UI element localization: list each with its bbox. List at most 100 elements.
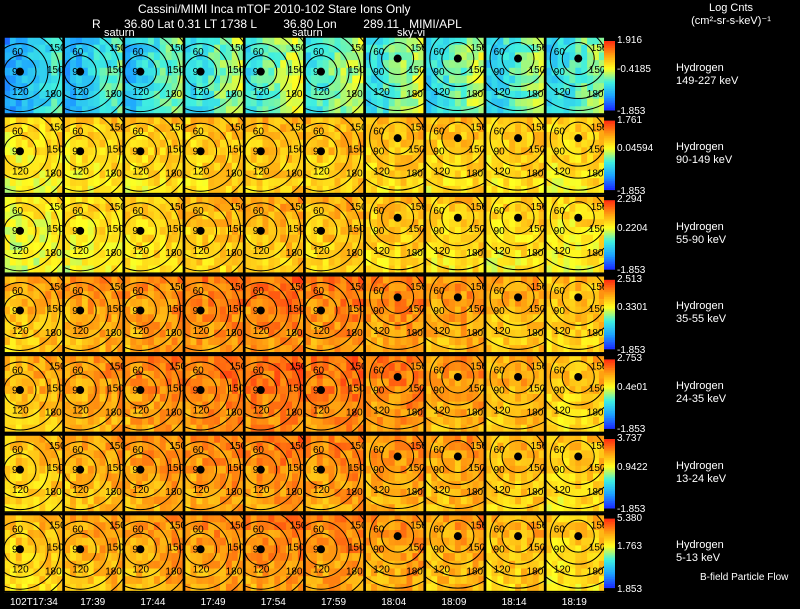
- pixel: [87, 298, 95, 308]
- pixel: [365, 234, 372, 243]
- pixel: [15, 139, 23, 148]
- pixel: [111, 393, 118, 403]
- pixel: [93, 314, 101, 323]
- pixel: [105, 257, 112, 267]
- pixel: [352, 314, 359, 323]
- pixel: [93, 417, 101, 426]
- pixel: [214, 219, 221, 228]
- pixel: [262, 75, 269, 84]
- pixel: [466, 75, 474, 84]
- pixel: [33, 314, 40, 323]
- pixel: [184, 44, 192, 53]
- pixel: [532, 196, 540, 205]
- pixel: [99, 203, 107, 213]
- pixel: [117, 211, 124, 220]
- pixel: [70, 98, 77, 107]
- contour-label: 90: [72, 306, 84, 317]
- pixel: [569, 116, 576, 125]
- pixel: [27, 44, 35, 53]
- colorbar-step: [604, 56, 615, 59]
- pixel: [371, 227, 378, 236]
- pixel: [4, 90, 11, 100]
- pixel: [45, 67, 52, 77]
- colorbar-step: [604, 146, 615, 149]
- pixel: [497, 257, 504, 267]
- contour-label: 180: [45, 248, 62, 259]
- pixel: [148, 67, 155, 77]
- pixel: [485, 203, 493, 213]
- pixel: [478, 155, 485, 164]
- pixel: [388, 170, 396, 179]
- pixel: [202, 147, 209, 156]
- pixel: [412, 227, 419, 236]
- pixel: [292, 83, 299, 92]
- pixel: [418, 98, 425, 107]
- contour-label: 90: [373, 147, 385, 158]
- pixel: [231, 60, 239, 69]
- pixel: [15, 170, 23, 179]
- colorbar-step: [604, 182, 615, 185]
- pixel: [111, 60, 118, 69]
- pixel: [214, 75, 221, 84]
- pixel: [485, 178, 493, 187]
- pixel: [466, 234, 474, 243]
- pixel: [99, 257, 107, 267]
- pixel: [171, 227, 179, 236]
- pixel: [371, 155, 378, 164]
- contour-label: 150: [47, 65, 64, 76]
- pixel: [244, 265, 252, 274]
- pixel: [4, 67, 11, 77]
- pixel: [371, 83, 378, 92]
- pixel: [305, 75, 312, 84]
- pixel: [382, 234, 390, 243]
- pixel: [297, 106, 305, 115]
- pixel: [70, 250, 77, 259]
- contour-line: [124, 116, 181, 192]
- pixel: [425, 211, 432, 220]
- pixel: [545, 196, 553, 205]
- pixel: [358, 52, 365, 61]
- pixel: [130, 83, 137, 92]
- pixel: [214, 155, 221, 164]
- pixel: [21, 116, 29, 125]
- pixel: [563, 196, 570, 205]
- pixel: [394, 147, 402, 156]
- pixel: [111, 162, 118, 172]
- pixel: [406, 155, 413, 164]
- pixel: [268, 337, 275, 346]
- pixel: [598, 83, 606, 92]
- pixel: [503, 124, 510, 133]
- pixel: [153, 250, 161, 259]
- pixel: [491, 203, 498, 213]
- pixel: [400, 155, 408, 164]
- pixel: [256, 178, 264, 187]
- pixel: [117, 196, 124, 205]
- pixel: [130, 227, 137, 236]
- pixel: [454, 37, 462, 46]
- pixel: [117, 170, 124, 179]
- pixel: [460, 132, 468, 141]
- pixel: [563, 147, 570, 156]
- contour-label: 180: [226, 248, 243, 259]
- pixel: [388, 211, 396, 220]
- contour-label: 180: [105, 89, 122, 100]
- pixel: [27, 147, 35, 156]
- pixel: [472, 219, 480, 228]
- pixel: [334, 170, 341, 179]
- pixel: [9, 83, 17, 92]
- pixel: [268, 147, 275, 156]
- pixel: [521, 196, 528, 205]
- pixel: [9, 116, 17, 125]
- pixel: [76, 234, 83, 243]
- pixel: [334, 242, 341, 251]
- pixel: [21, 44, 29, 53]
- pixel: [509, 90, 516, 100]
- pixel: [244, 203, 252, 213]
- pixel: [21, 234, 29, 243]
- pixel: [388, 242, 396, 251]
- colorbar-step: [604, 127, 615, 130]
- pixel: [581, 178, 588, 187]
- pixel: [171, 314, 179, 323]
- pixel: [406, 242, 413, 251]
- contour-line: [561, 121, 595, 155]
